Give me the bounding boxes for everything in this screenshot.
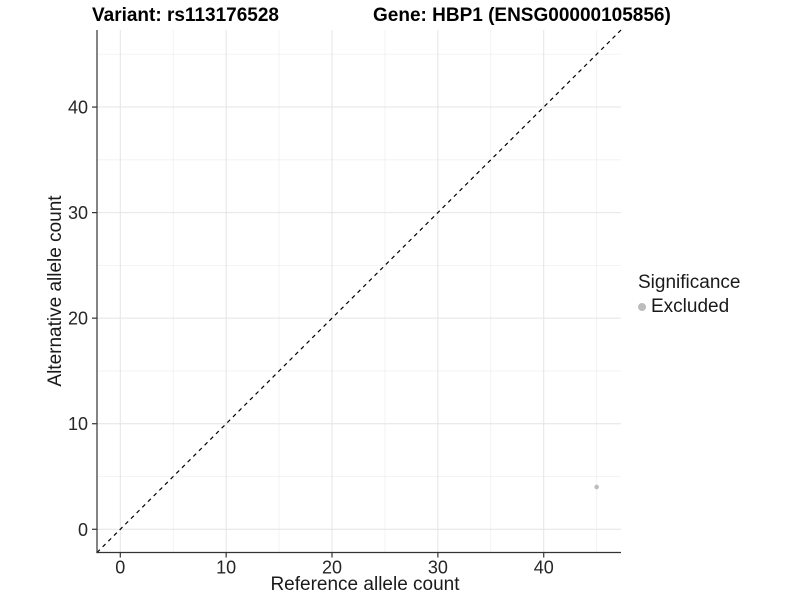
legend-point-marker-icon — [638, 303, 646, 311]
x-tick-label: 30 — [428, 558, 448, 578]
legend-item-label: Excluded — [651, 296, 730, 317]
x-tick-label: 20 — [322, 558, 342, 578]
x-tick-label: 40 — [534, 558, 554, 578]
y-tick-label: 30 — [68, 203, 88, 223]
data-point — [594, 484, 599, 490]
x-tick-label: 0 — [115, 558, 125, 578]
y-tick-label: 40 — [68, 98, 88, 118]
y-tick-label: 10 — [68, 414, 88, 434]
y-axis-title: Alternative allele count — [45, 195, 66, 387]
legend-title: Significance — [638, 272, 741, 293]
x-axis-title: Reference allele count — [270, 574, 460, 595]
plot-title-variant: Variant: rs113176528 — [92, 5, 279, 26]
plot-title-gene: Gene: HBP1 (ENSG00000105856) — [373, 5, 671, 26]
y-tick-label: 20 — [68, 309, 88, 329]
y-tick-label: 0 — [78, 520, 88, 540]
legend-item-excluded: Excluded — [638, 296, 740, 318]
x-tick-label: 10 — [216, 558, 236, 578]
identity-line — [96, 29, 622, 553]
legend-panel: Significance Excluded — [638, 272, 740, 318]
